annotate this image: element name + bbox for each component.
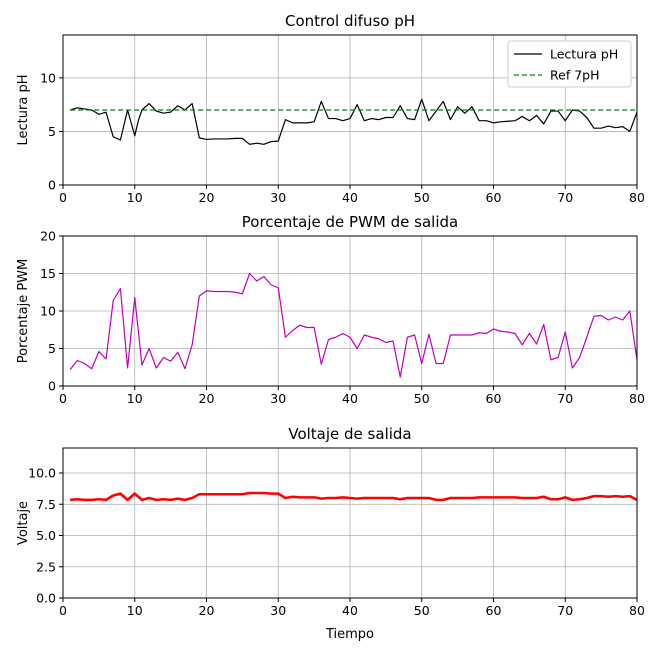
x-tick-label: 40 bbox=[342, 190, 358, 205]
x-tick-label: 40 bbox=[342, 391, 358, 406]
y-tick-label: 20 bbox=[40, 229, 56, 244]
x-tick-label: 60 bbox=[486, 190, 502, 205]
chart-title: Control difuso pH bbox=[285, 12, 415, 30]
x-tick-label: 10 bbox=[127, 603, 143, 618]
x-tick-label: 30 bbox=[270, 190, 286, 205]
x-tick-label: 70 bbox=[557, 391, 573, 406]
x-tick-label: 80 bbox=[629, 603, 645, 618]
x-tick-label: 40 bbox=[342, 603, 358, 618]
x-tick-label: 60 bbox=[486, 391, 502, 406]
x-tick-label: 20 bbox=[199, 391, 215, 406]
y-tick-label: 0 bbox=[48, 379, 56, 394]
chart-panel-2: 0 10 20 30 40 50 60 70 80 0 5 10 15 20 Porcentaje de P… bbox=[16, 213, 645, 406]
x-tick-label: 0 bbox=[59, 190, 67, 205]
x-tick-label: 20 bbox=[199, 190, 215, 205]
legend-label: Lectura pH bbox=[550, 47, 618, 62]
chart-title: Voltaje de salida bbox=[288, 425, 411, 443]
x-tick-label: 50 bbox=[414, 391, 430, 406]
x-tick-label: 10 bbox=[127, 190, 143, 205]
y-tick-label: 0.0 bbox=[36, 591, 56, 606]
y-tick-label: 5 bbox=[48, 341, 56, 356]
y-tick-label: 2.5 bbox=[36, 559, 56, 574]
chart-legend: Lectura pH Ref 7pH bbox=[507, 40, 632, 88]
x-tick-label: 70 bbox=[557, 603, 573, 618]
x-tick-label: 80 bbox=[629, 391, 645, 406]
x-tick-label: 50 bbox=[414, 190, 430, 205]
y-tick-label: 15 bbox=[40, 266, 56, 281]
series-line-panel2 bbox=[69, 272, 638, 378]
y-tick-label: 0 bbox=[48, 178, 56, 193]
y-axis-label: Porcentaje PWM bbox=[16, 259, 31, 364]
y-tick-label: 10.0 bbox=[28, 466, 56, 481]
y-tick-label: 10 bbox=[40, 304, 56, 319]
y-tick-label: 5.0 bbox=[36, 528, 56, 543]
chart-panel-1: 0 10 20 30 40 50 60 70 80 0 5 10 Control difuso pH Le… bbox=[16, 12, 645, 205]
y-tick-label: 5 bbox=[48, 124, 56, 139]
x-tick-label: 30 bbox=[270, 391, 286, 406]
series-line-panel3 bbox=[70, 491, 638, 502]
chart-panel-3: 0 10 20 30 40 50 60 70 80 0.0 2.5 5.0 7.5 10.0 Voltaje… bbox=[16, 425, 645, 642]
x-axis-label: Tiempo bbox=[325, 627, 374, 642]
x-tick-label: 20 bbox=[199, 603, 215, 618]
legend-label: Ref 7pH bbox=[550, 68, 599, 83]
x-tick-label: 0 bbox=[59, 603, 67, 618]
y-tick-label: 10 bbox=[40, 70, 56, 85]
x-tick-label: 80 bbox=[629, 190, 645, 205]
x-tick-label: 30 bbox=[270, 603, 286, 618]
series-line-lectura-ph bbox=[69, 98, 638, 145]
x-tick-label: 50 bbox=[414, 603, 430, 618]
y-axis-label: Voltaje bbox=[16, 501, 31, 545]
x-tick-label: 10 bbox=[127, 391, 143, 406]
x-tick-label: 70 bbox=[557, 190, 573, 205]
y-axis-label: Lectura pH bbox=[16, 75, 31, 146]
chart-title: Porcentaje de PWM de salida bbox=[242, 213, 458, 231]
y-tick-label: 7.5 bbox=[36, 497, 56, 512]
x-tick-label: 60 bbox=[486, 603, 502, 618]
x-tick-label: 0 bbox=[59, 391, 67, 406]
